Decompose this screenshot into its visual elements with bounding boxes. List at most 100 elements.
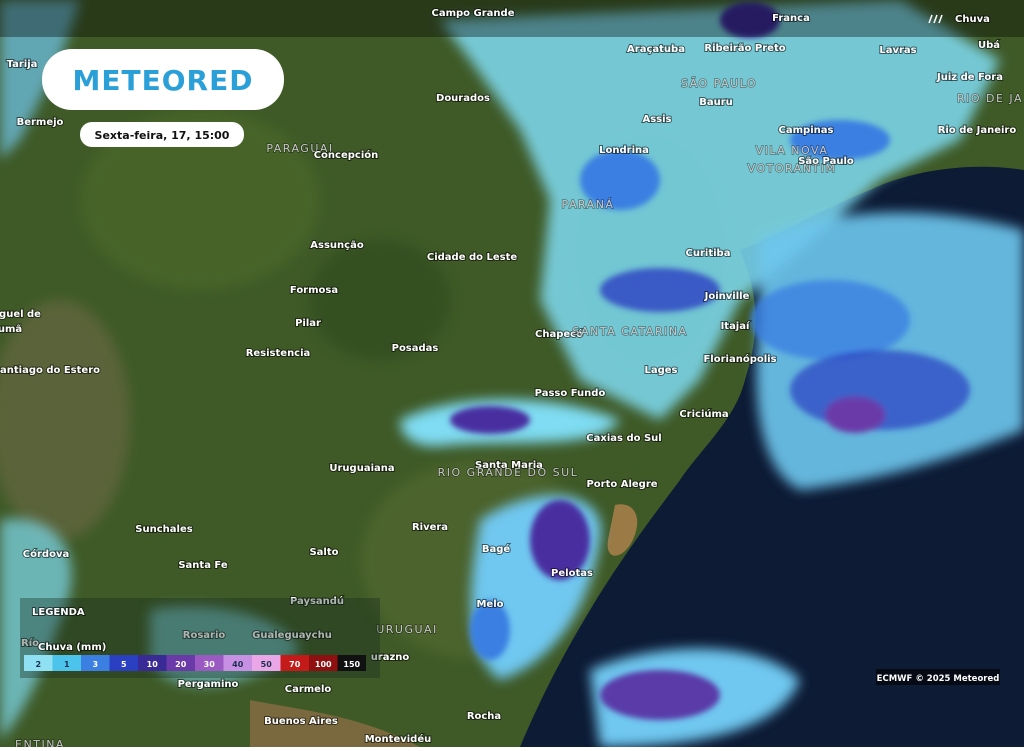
city-label: Joinville <box>704 291 750 302</box>
city-label: Uruguaiana <box>329 463 394 474</box>
legend-title: LEGENDA <box>32 607 85 618</box>
city-label: Itajaí <box>721 320 750 332</box>
region-label: VILA NOVA <box>756 144 829 157</box>
lagoon <box>607 504 638 556</box>
city-label: Bagé <box>482 543 511 555</box>
legend-swatch <box>109 655 138 671</box>
region-label: RIO DE JA <box>957 92 1023 105</box>
city-label: Pergamino <box>178 679 239 690</box>
city-label: Dourados <box>436 93 490 104</box>
city-label: Rocha <box>467 711 501 722</box>
logo-badge: METEORED <box>42 49 284 110</box>
rain-icon <box>928 14 943 24</box>
city-label: Chapecó <box>535 328 583 340</box>
legend-swatch <box>52 655 81 671</box>
city-label: Campo Grande <box>432 8 515 19</box>
city-label: Gualeguaychu <box>252 630 332 641</box>
place-labels: Campo Grande Franca Araçatuba Ribeirão Pret… <box>0 7 1023 751</box>
city-label: Concepción <box>314 149 379 161</box>
region-label: PARAGUAI <box>266 142 333 155</box>
city-label: Santa Maria <box>475 460 543 471</box>
legend-label: 3 <box>92 660 98 669</box>
legend-swatch <box>337 655 366 671</box>
city-label: Posadas <box>392 343 439 354</box>
credit: ECMWF © 2025 Meteored <box>877 674 1000 684</box>
legend-swatch <box>280 655 309 671</box>
city-label: Lages <box>644 365 677 376</box>
city-label: Criciúma <box>679 408 728 420</box>
city-label: Formosa <box>290 285 338 296</box>
region-label: SÃO PAULO <box>681 77 757 90</box>
city-label: Lavras <box>879 45 916 56</box>
city-label: Franca <box>772 13 810 24</box>
city-label: Curitiba <box>686 248 731 259</box>
legend-scale: 2 1 3 5 10 20 30 40 50 70 100 150 <box>24 655 366 671</box>
legend-swatch <box>223 655 252 671</box>
city-label: Montevidéu <box>365 733 432 745</box>
city-label: Caxias do Sul <box>586 433 661 444</box>
legend-swatch <box>195 655 224 671</box>
legend-label: 2 <box>35 660 41 669</box>
city-label: urazno <box>371 652 410 663</box>
city-label: Río <box>21 637 39 649</box>
legend-label: 50 <box>261 660 273 669</box>
city-label: Assunção <box>310 240 364 251</box>
logo-background <box>42 49 284 110</box>
city-label: Bauru <box>699 97 733 108</box>
city-label: umã <box>0 324 22 335</box>
city-label: Sunchales <box>135 524 192 535</box>
city-label: Araçatuba <box>627 44 685 55</box>
city-label: Paysandú <box>290 595 344 607</box>
city-label: Santa Fe <box>178 560 228 571</box>
river-plate <box>250 700 420 747</box>
legend-swatch <box>166 655 195 671</box>
legend-label: 40 <box>232 660 244 669</box>
region-label: ENTINA <box>15 738 65 747</box>
region-label: SANTA CATARINA <box>572 325 687 338</box>
city-label: Campinas <box>779 125 834 136</box>
city-label: Porto Alegre <box>586 479 657 490</box>
city-label: Melo <box>476 599 503 610</box>
city-label: Rosario <box>183 630 226 641</box>
logo: METEORED <box>73 64 254 97</box>
city-label: Córdova <box>23 548 69 560</box>
legend-label: 150 <box>343 660 360 669</box>
legend-label: 100 <box>315 660 332 669</box>
city-label: Pilar <box>295 318 321 329</box>
credit-box <box>876 669 1000 685</box>
legend-swatch <box>24 655 53 671</box>
city-label: Pelotas <box>551 568 593 579</box>
city-label: São Paulo <box>798 156 854 167</box>
city-label: Bermejo <box>17 117 64 128</box>
layer-name: Chuva <box>955 14 990 25</box>
legend-swatch <box>309 655 338 671</box>
city-label: Rivera <box>412 522 448 533</box>
city-label: Londrina <box>599 145 649 156</box>
legend-label: 5 <box>121 660 127 669</box>
city-label: antiago do Estero <box>0 365 100 376</box>
region-label: PARANÁ <box>562 198 615 211</box>
legend-label: 70 <box>289 660 301 669</box>
city-label: Ubá <box>978 39 1000 51</box>
city-label: Carmelo <box>285 684 332 695</box>
legend-label: 20 <box>175 660 187 669</box>
city-label: Ribeirão Preto <box>704 43 785 54</box>
city-label: Tarija <box>7 59 38 70</box>
legend-unit: Chuva (mm) <box>38 642 106 653</box>
city-label: Florianópolis <box>703 353 776 365</box>
city-label: Buenos Aires <box>264 716 338 727</box>
city-label: guel de <box>0 309 41 320</box>
datetime: Sexta-feira, 17, 15:00 <box>95 129 230 142</box>
legend-swatch <box>81 655 110 671</box>
legend-label: 30 <box>204 660 216 669</box>
region-label: URUGUAI <box>376 623 438 636</box>
legend-swatch <box>252 655 281 671</box>
city-label: Cidade do Leste <box>427 252 517 263</box>
city-label: Assis <box>642 114 671 125</box>
legend-swatch <box>138 655 167 671</box>
city-label: Passo Fundo <box>535 388 606 399</box>
city-label: Resistencia <box>246 348 311 359</box>
datetime-pill <box>80 122 244 147</box>
